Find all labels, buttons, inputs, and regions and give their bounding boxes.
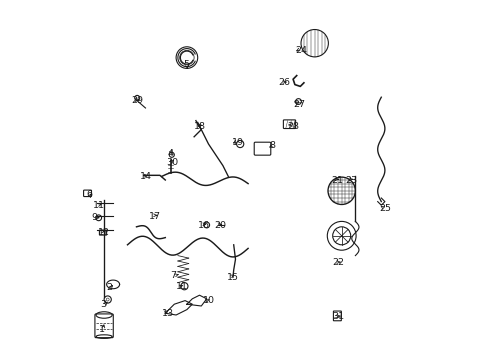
Text: 22: 22: [332, 258, 344, 267]
Text: 29: 29: [131, 96, 143, 105]
Text: 8: 8: [269, 141, 275, 150]
Text: 25: 25: [379, 204, 391, 213]
Text: 17: 17: [149, 212, 161, 220]
Text: 10: 10: [203, 296, 215, 305]
Text: 5: 5: [183, 60, 189, 69]
Text: 6: 6: [86, 190, 92, 199]
Text: 1: 1: [99, 325, 104, 334]
Text: 30: 30: [166, 158, 178, 167]
Text: 11: 11: [176, 282, 188, 291]
Text: 12: 12: [98, 228, 110, 237]
Text: 9: 9: [91, 213, 97, 222]
Text: 18: 18: [194, 122, 205, 131]
Text: 13: 13: [162, 309, 173, 318]
Text: 15: 15: [226, 273, 238, 282]
Text: 11: 11: [93, 201, 105, 210]
Text: 16: 16: [197, 220, 209, 230]
Text: 28: 28: [287, 122, 299, 131]
Text: 7: 7: [170, 271, 176, 280]
Text: 19: 19: [231, 138, 244, 147]
Text: 20: 20: [213, 220, 225, 230]
Text: 2: 2: [106, 284, 112, 292]
Text: 3: 3: [101, 300, 106, 309]
Text: 14: 14: [140, 172, 152, 181]
Text: 26: 26: [278, 78, 290, 87]
Text: 21: 21: [330, 176, 342, 185]
Text: 24: 24: [294, 46, 306, 55]
Text: 31: 31: [332, 312, 344, 321]
Text: 27: 27: [292, 100, 305, 109]
Text: 23: 23: [345, 176, 357, 185]
Text: 4: 4: [167, 149, 173, 158]
